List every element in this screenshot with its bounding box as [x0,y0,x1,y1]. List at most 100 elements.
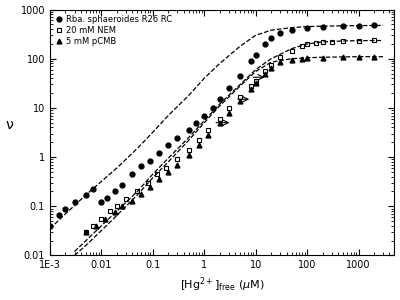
20 mM NEM [248,84,253,88]
5 mM pCMB [94,224,99,228]
20 mM NEM [238,95,242,98]
Rba. sphaeroides R26 RC [320,25,325,29]
20 mM NEM [262,70,267,73]
5 mM pCMB [289,58,294,61]
5 mM pCMB [139,192,144,196]
20 mM NEM [329,40,334,44]
5 mM pCMB [130,199,135,202]
Rba. sphaeroides R26 RC [253,53,258,57]
Rba. sphaeroides R26 RC [84,193,88,197]
Line: 5 mM pCMB: 5 mM pCMB [84,55,376,234]
20 mM NEM [305,43,310,46]
20 mM NEM [91,224,96,228]
20 mM NEM [356,39,361,43]
5 mM pCMB [320,56,325,59]
Rba. sphaeroides R26 RC [269,37,274,40]
Rba. sphaeroides R26 RC [57,214,62,217]
Rba. sphaeroides R26 RC [120,183,124,187]
20 mM NEM [320,40,325,44]
5 mM pCMB [206,133,211,137]
20 mM NEM [175,158,180,161]
Rba. sphaeroides R26 RC [278,32,282,35]
Legend: Rba. sphaeroides R26 RC, 20 mM NEM, 5 mM pCMB: Rba. sphaeroides R26 RC, 20 mM NEM, 5 mM… [54,14,174,47]
20 mM NEM [186,148,191,152]
20 mM NEM [269,63,274,67]
5 mM pCMB [226,111,231,115]
5 mM pCMB [112,211,117,214]
Rba. sphaeroides R26 RC [226,86,231,90]
Rba. sphaeroides R26 RC [175,136,180,139]
20 mM NEM [99,217,104,221]
20 mM NEM [84,230,88,234]
5 mM pCMB [148,185,153,188]
Line: Rba. sphaeroides R26 RC: Rba. sphaeroides R26 RC [48,23,376,228]
20 mM NEM [253,80,258,83]
20 mM NEM [341,40,346,43]
5 mM pCMB [372,55,376,59]
20 mM NEM [124,197,128,201]
20 mM NEM [164,166,168,170]
5 mM pCMB [305,56,310,60]
5 mM pCMB [166,170,171,174]
Rba. sphaeroides R26 RC [262,42,267,46]
5 mM pCMB [356,55,361,59]
20 mM NEM [314,41,318,45]
20 mM NEM [146,181,150,184]
5 mM pCMB [120,205,124,208]
Rba. sphaeroides R26 RC [202,114,207,117]
5 mM pCMB [197,143,202,146]
5 mM pCMB [269,66,274,70]
Rba. sphaeroides R26 RC [217,98,222,101]
5 mM pCMB [103,217,108,221]
Rba. sphaeroides R26 RC [194,121,199,124]
20 mM NEM [114,205,119,208]
20 mM NEM [206,128,211,132]
Rba. sphaeroides R26 RC [112,190,117,193]
20 mM NEM [197,138,202,142]
20 mM NEM [135,190,140,193]
Rba. sphaeroides R26 RC [372,23,376,27]
Rba. sphaeroides R26 RC [166,143,171,146]
20 mM NEM [226,106,231,110]
5 mM pCMB [84,230,88,234]
5 mM pCMB [300,57,304,61]
Rba. sphaeroides R26 RC [156,152,161,155]
Rba. sphaeroides R26 RC [248,59,253,63]
Rba. sphaeroides R26 RC [139,164,144,168]
20 mM NEM [372,39,376,42]
5 mM pCMB [278,60,282,64]
5 mM pCMB [217,121,222,124]
Line: 20 mM NEM: 20 mM NEM [84,38,376,234]
Rba. sphaeroides R26 RC [148,159,153,162]
Rba. sphaeroides R26 RC [289,28,294,32]
Rba. sphaeroides R26 RC [341,24,346,28]
20 mM NEM [300,44,304,48]
Rba. sphaeroides R26 RC [305,26,310,30]
5 mM pCMB [341,56,346,59]
Rba. sphaeroides R26 RC [211,106,216,110]
Rba. sphaeroides R26 RC [99,201,104,204]
20 mM NEM [217,117,222,121]
20 mM NEM [108,209,113,213]
20 mM NEM [289,49,294,52]
5 mM pCMB [156,178,161,181]
Rba. sphaeroides R26 RC [72,201,77,204]
5 mM pCMB [238,99,242,103]
5 mM pCMB [253,81,258,85]
Rba. sphaeroides R26 RC [356,24,361,28]
20 mM NEM [154,172,159,176]
Rba. sphaeroides R26 RC [238,74,242,78]
5 mM pCMB [175,163,180,166]
Rba. sphaeroides R26 RC [63,207,68,210]
Y-axis label: ν: ν [6,118,14,133]
Rba. sphaeroides R26 RC [186,128,191,132]
5 mM pCMB [248,87,253,91]
5 mM pCMB [186,153,191,157]
X-axis label: [Hg$^{2+}$]$_{\rm free}$ ($\mu$M): [Hg$^{2+}$]$_{\rm free}$ ($\mu$M) [180,276,264,294]
5 mM pCMB [262,72,267,75]
20 mM NEM [278,55,282,58]
Rba. sphaeroides R26 RC [91,188,96,191]
Rba. sphaeroides R26 RC [48,224,52,228]
Rba. sphaeroides R26 RC [105,196,110,200]
Rba. sphaeroides R26 RC [130,172,135,176]
